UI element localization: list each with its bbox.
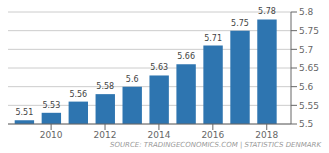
svg-text:2010: 2010 [40,130,63,140]
svg-text:2018: 2018 [255,130,278,140]
html-text:SOURCE: TRADINGECONOMICS.COM |: SOURCE: TRADINGECONOMICS.COM | STATISTIC… [110,141,321,149]
svg-text:5.7: 5.7 [299,45,313,55]
svg-text:5.51: 5.51 [15,108,33,117]
svg-text:5.58: 5.58 [96,82,114,91]
svg-text:5.55: 5.55 [299,101,319,111]
svg-text:5.53: 5.53 [42,101,60,110]
svg-text:5.78: 5.78 [258,7,276,16]
svg-text:5.75: 5.75 [299,26,319,36]
svg-text:5.6: 5.6 [126,75,139,84]
svg-text:2012: 2012 [94,130,117,140]
svg-text:5.66: 5.66 [177,52,195,61]
svg-text:5.63: 5.63 [150,63,168,72]
svg-text:5.71: 5.71 [204,34,222,43]
svg-text:5.75: 5.75 [231,19,249,28]
svg-text:2016: 2016 [201,130,224,140]
svg-text:5.56: 5.56 [69,90,87,99]
svg-text:5.6: 5.6 [299,82,314,92]
svg-text:5.5: 5.5 [299,119,313,129]
svg-text:5.65: 5.65 [299,63,319,73]
svg-text:2014: 2014 [147,130,170,140]
svg-text:5.8: 5.8 [299,7,314,17]
